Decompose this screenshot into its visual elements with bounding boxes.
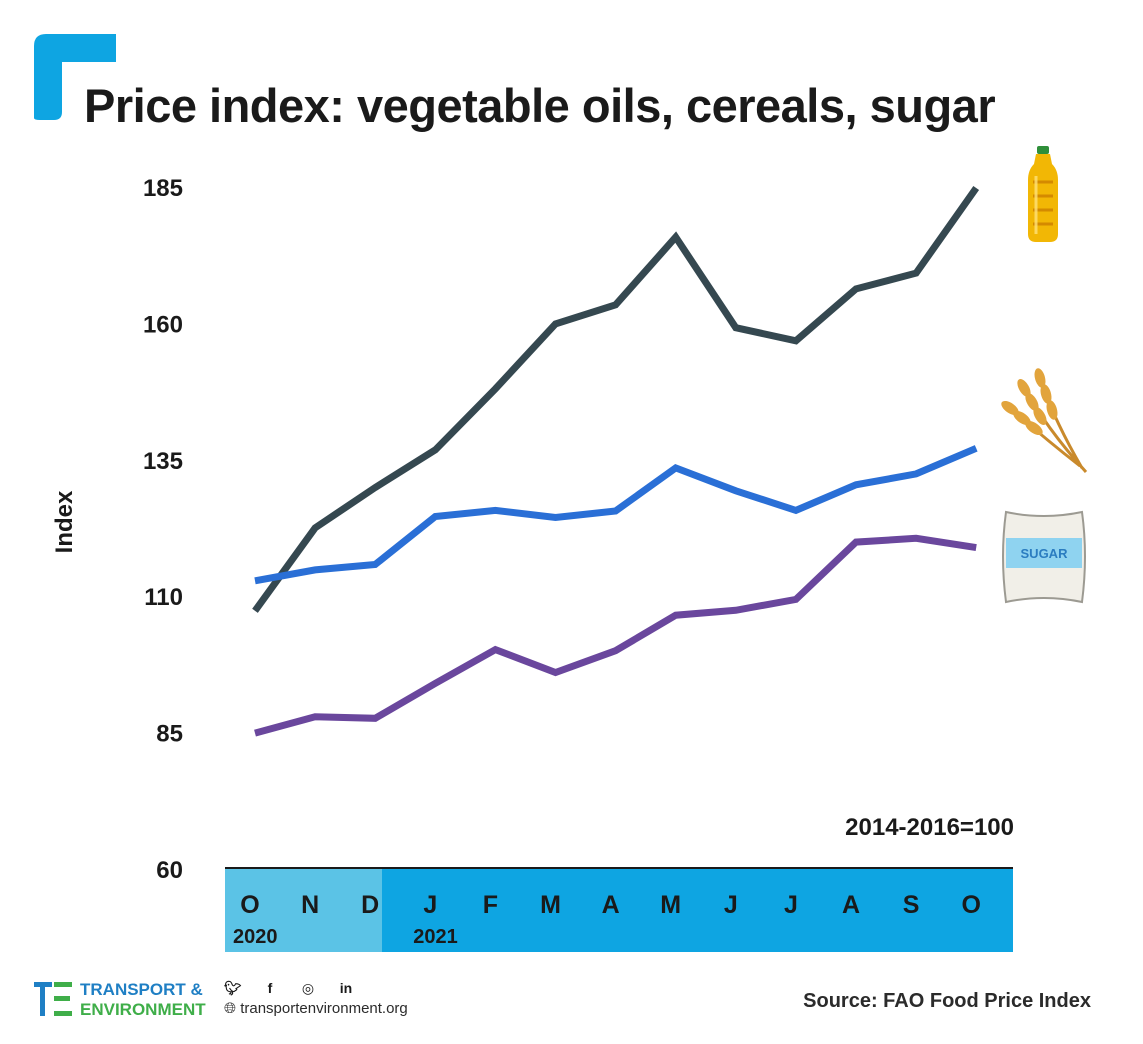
website-link[interactable]: 🌐︎ transportenvironment.org: [224, 1000, 434, 1017]
series-lines: [252, 185, 980, 737]
x-tick-label: J: [724, 891, 738, 919]
page-title: Price index: vegetable oils, cereals, su…: [84, 79, 996, 132]
year-labels: 2020 2021: [233, 926, 458, 948]
corner-mark-icon: [34, 34, 116, 120]
facebook-icon[interactable]: f: [267, 980, 273, 996]
y-tick-label: 160: [143, 311, 183, 338]
series-line-1: [252, 185, 980, 613]
x-axis-band: [225, 867, 1013, 952]
y-axis: 60 85 110 135 160 185: [143, 175, 183, 884]
y-tick-label: 185: [143, 175, 183, 202]
x-tick-label: F: [483, 891, 498, 919]
year-label: 2021: [413, 926, 458, 948]
social-links: 🐦︎ f ◎ in 🌐︎ transportenvironment.org: [224, 980, 434, 1017]
band-2020: [225, 868, 382, 952]
y-tick-label: 60: [156, 857, 183, 884]
twitter-icon[interactable]: 🐦︎: [224, 980, 242, 996]
sugar-sack-icon: SUGAR: [1002, 510, 1086, 604]
y-axis-label: Index: [51, 490, 78, 553]
x-tick-label: J: [423, 891, 437, 919]
wheat-icon: [1001, 368, 1088, 474]
y-tick-label: 135: [143, 448, 183, 475]
te-logo-icon: [34, 982, 72, 1016]
x-tick-label: M: [540, 891, 561, 919]
index-base-note: 2014-2016=100: [845, 814, 1014, 841]
linkedin-icon[interactable]: in: [339, 980, 353, 996]
website-text: transportenvironment.org: [240, 1000, 408, 1017]
x-tick-label: N: [301, 891, 319, 919]
x-tick-label: O: [240, 891, 259, 919]
brand-name: TRANSPORT & ENVIRONMENT: [80, 980, 206, 1020]
year-label: 2020: [233, 926, 278, 948]
svg-text:SUGAR: SUGAR: [1021, 546, 1069, 561]
instagram-icon[interactable]: ◎: [301, 980, 315, 996]
oil-bottle-icon: [1028, 146, 1058, 242]
source-note: Source: FAO Food Price Index: [803, 990, 1091, 1012]
x-tick-label: A: [842, 891, 860, 919]
brand-line-1: TRANSPORT &: [80, 980, 203, 999]
y-tick-label: 85: [156, 721, 183, 748]
x-tick-label: M: [660, 891, 681, 919]
globe-icon: 🌐︎: [224, 1000, 237, 1017]
series-line-2: [254, 445, 978, 585]
band-2021: [382, 868, 1013, 952]
brand-line-2: ENVIRONMENT: [80, 1000, 206, 1019]
x-tick-label: D: [361, 891, 379, 919]
x-tick-label: S: [903, 891, 920, 919]
x-tick-label: A: [602, 891, 620, 919]
y-tick-label: 110: [144, 584, 183, 611]
x-tick-label: J: [784, 891, 798, 919]
x-tick-label: O: [961, 891, 980, 919]
